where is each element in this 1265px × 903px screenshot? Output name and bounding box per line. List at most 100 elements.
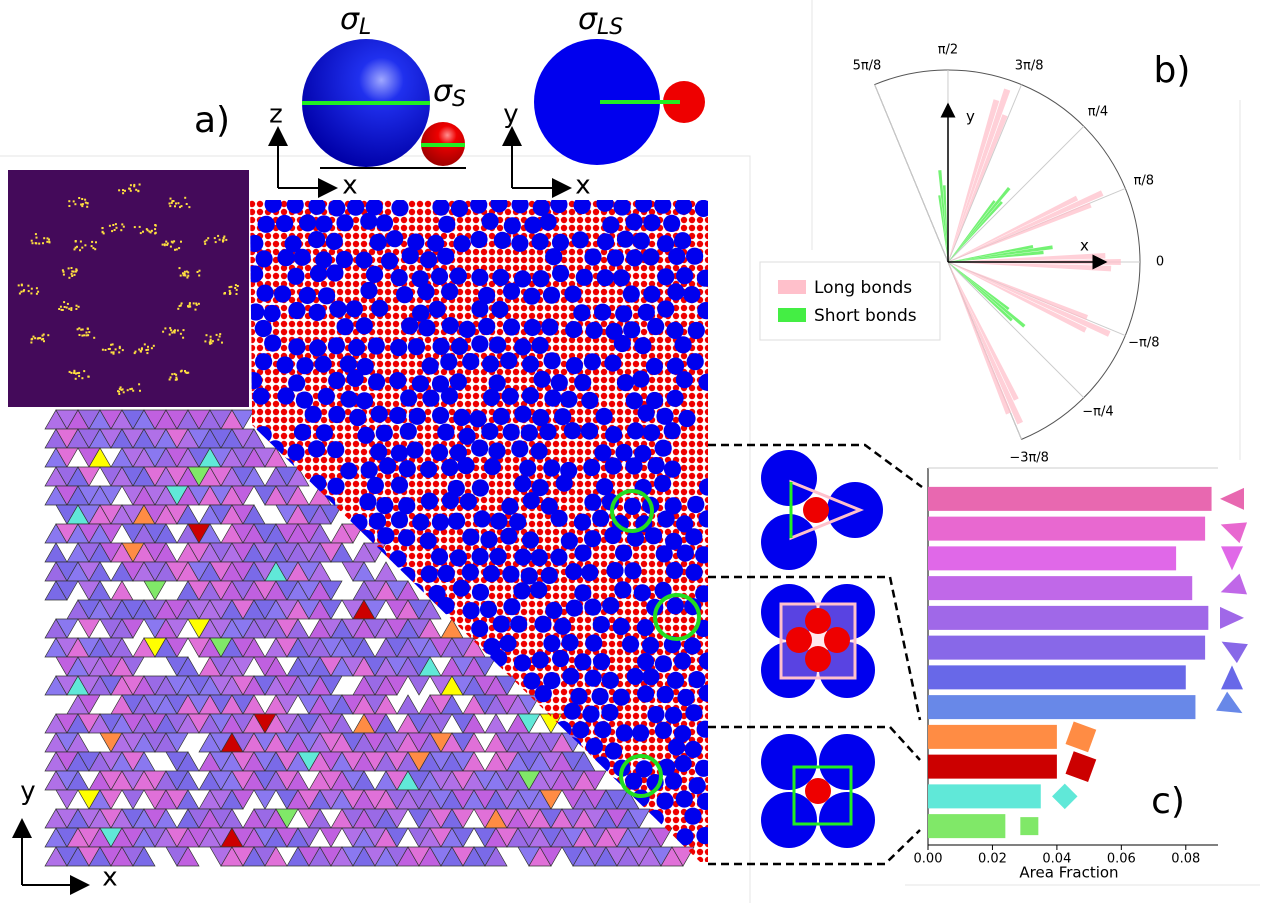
bar bbox=[928, 695, 1196, 720]
speck bbox=[115, 226, 118, 229]
large-particle bbox=[299, 214, 317, 232]
large-particle bbox=[309, 339, 327, 357]
sphere-top bbox=[502, 39, 705, 198]
large-particle bbox=[551, 233, 570, 251]
speck bbox=[170, 201, 173, 204]
large-particle bbox=[366, 476, 384, 494]
speck bbox=[118, 390, 120, 393]
tile bbox=[385, 808, 409, 829]
large-particle bbox=[677, 688, 695, 707]
highlight bbox=[619, 754, 663, 798]
large-particle bbox=[655, 545, 673, 563]
speck bbox=[222, 240, 224, 243]
large-particle bbox=[688, 671, 706, 689]
large-particle bbox=[615, 544, 633, 562]
speck bbox=[141, 347, 143, 350]
large-particle bbox=[625, 772, 643, 790]
speck bbox=[67, 267, 70, 270]
large-particle bbox=[308, 231, 326, 249]
speck bbox=[205, 334, 208, 337]
corner-axes bbox=[11, 818, 90, 895]
large-particle bbox=[656, 685, 674, 704]
large-particle bbox=[315, 215, 333, 233]
large-particle bbox=[284, 235, 302, 253]
large-particle bbox=[355, 392, 374, 410]
small-disk bbox=[803, 497, 829, 523]
large-particle bbox=[511, 234, 529, 252]
tile bbox=[231, 789, 255, 810]
speck bbox=[139, 389, 141, 392]
large-particle bbox=[520, 424, 539, 442]
speck bbox=[101, 230, 104, 233]
large-particle bbox=[274, 285, 292, 303]
large-particle bbox=[514, 338, 532, 356]
large-particle bbox=[683, 286, 701, 304]
speck bbox=[184, 371, 187, 374]
large-particle bbox=[645, 357, 664, 375]
speck bbox=[173, 240, 176, 243]
large-particle bbox=[560, 532, 579, 550]
speck bbox=[88, 331, 91, 334]
large-particle bbox=[390, 511, 409, 529]
large-particle bbox=[615, 305, 633, 323]
axis-label: x bbox=[342, 171, 357, 201]
speck bbox=[172, 330, 175, 333]
large-particle bbox=[581, 391, 599, 410]
speck bbox=[121, 349, 124, 352]
tile bbox=[583, 770, 607, 791]
large-particle bbox=[370, 405, 388, 423]
speck bbox=[40, 338, 43, 341]
speck bbox=[184, 370, 186, 372]
large-particle bbox=[572, 721, 590, 739]
large-particle bbox=[420, 460, 438, 478]
tile bbox=[77, 694, 101, 715]
large-particle bbox=[377, 527, 395, 545]
speck bbox=[180, 302, 183, 305]
large-particle bbox=[635, 200, 653, 213]
large-particle bbox=[676, 828, 694, 846]
speck bbox=[118, 347, 121, 350]
large-particle bbox=[695, 546, 708, 564]
large-particle bbox=[355, 317, 373, 335]
speck bbox=[30, 287, 33, 290]
large-particle bbox=[665, 532, 683, 550]
large-particle bbox=[523, 672, 541, 690]
large-particle bbox=[427, 234, 445, 252]
bar bbox=[928, 635, 1206, 660]
polar-bar bbox=[948, 195, 1079, 262]
speck bbox=[218, 335, 221, 338]
large-particle bbox=[462, 353, 480, 371]
large-particle bbox=[252, 387, 270, 405]
large-particle bbox=[514, 475, 532, 493]
axis-label: z bbox=[269, 100, 283, 130]
large-particle bbox=[667, 738, 686, 756]
large-particle bbox=[667, 283, 685, 301]
large-particle bbox=[686, 353, 704, 371]
speck bbox=[234, 284, 237, 287]
speck bbox=[138, 225, 141, 228]
bar bbox=[928, 724, 1057, 749]
large-particle bbox=[554, 408, 572, 426]
large-particle bbox=[431, 513, 449, 531]
large-particle bbox=[674, 200, 693, 215]
large-particle bbox=[596, 478, 614, 496]
speck bbox=[169, 205, 172, 208]
speck bbox=[124, 189, 126, 192]
large-particle bbox=[390, 269, 408, 287]
shape-icon bbox=[1220, 606, 1244, 629]
shape-icon bbox=[1052, 783, 1078, 810]
large-particle bbox=[550, 200, 568, 214]
speck bbox=[236, 285, 239, 287]
speck bbox=[154, 231, 157, 234]
speck bbox=[62, 273, 65, 276]
large-particle bbox=[276, 356, 294, 374]
large-particle bbox=[492, 615, 510, 633]
speck bbox=[133, 185, 136, 188]
large-particle bbox=[370, 443, 388, 461]
speck bbox=[133, 352, 136, 355]
tile bbox=[143, 580, 167, 601]
speck bbox=[139, 350, 142, 353]
large-particle bbox=[676, 544, 694, 562]
bar bbox=[928, 754, 1057, 779]
large-particle bbox=[365, 265, 384, 283]
